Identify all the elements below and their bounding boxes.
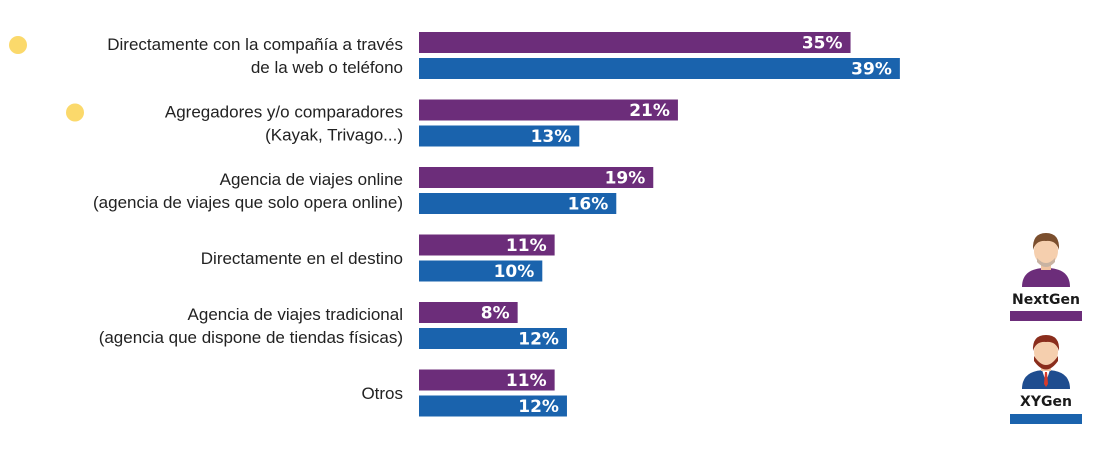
value-label-nextgen-1: 21% (629, 101, 670, 121)
bar-nextgen-2 (419, 167, 654, 188)
legend-label-nextgen: NextGen (1012, 292, 1080, 308)
category-label-0-line-1: de la web o teléfono (251, 58, 403, 77)
bar-xygen-3 (419, 260, 543, 282)
value-label-xygen-1: 13% (531, 127, 572, 147)
highlight-dot-1 (66, 103, 84, 122)
value-label-nextgen-2: 19% (605, 169, 646, 189)
bar-xygen-4 (419, 328, 567, 349)
category-label-0-line-0: Directamente con la compañía a través (107, 35, 403, 54)
xygen-avatar-icon (1022, 335, 1070, 389)
bar-nextgen-0 (419, 32, 851, 53)
category-label-4-line-0: Agencia de viajes tradicional (188, 305, 403, 324)
category-label-2-line-0: Agencia de viajes online (220, 170, 403, 189)
nextgen-avatar-icon (1022, 233, 1070, 287)
value-label-xygen-0: 39% (851, 60, 892, 80)
legend: NextGen XYGen (1010, 233, 1082, 424)
category-label-5-line-0: Otros (361, 384, 403, 403)
value-label-nextgen-3: 11% (506, 236, 547, 256)
value-label-xygen-4: 12% (518, 330, 559, 350)
legend-swatch-nextgen (1010, 311, 1082, 321)
value-label-nextgen-5: 11% (506, 371, 547, 391)
bar-xygen-0 (419, 58, 900, 79)
legend-swatch-xygen (1010, 414, 1082, 424)
value-label-nextgen-0: 35% (802, 34, 843, 54)
bar-xygen-1 (419, 125, 580, 147)
value-label-xygen-2: 16% (568, 195, 609, 215)
bar-xygen-5 (419, 395, 567, 417)
category-label-4-line-1: (agencia que dispone de tiendas físicas) (99, 328, 403, 347)
legend-label-xygen: XYGen (1020, 394, 1072, 410)
category-label-2-line-1: (agencia de viajes que solo opera online… (93, 193, 403, 212)
bar-nextgen-5 (419, 369, 555, 391)
category-label-3-line-0: Directamente en el destino (201, 249, 403, 268)
value-labels: 35% 39% 21% 13% 19% 16% 11% 10% 8% 12% 11% 12% (481, 34, 892, 418)
category-label-1-line-0: Agregadores y/o comparadores (165, 103, 403, 122)
bar-xygen-2 (419, 193, 617, 214)
value-label-xygen-5: 12% (518, 397, 559, 417)
value-label-nextgen-4: 8% (481, 304, 510, 324)
bar-nextgen-1 (419, 99, 678, 121)
highlight-dot-0 (9, 36, 27, 54)
bar-nextgen-4 (419, 302, 518, 323)
value-label-xygen-3: 10% (494, 262, 535, 282)
bar-nextgen-3 (419, 234, 555, 256)
category-label-1-line-1: (Kayak, Trivago...) (265, 126, 403, 145)
bars (419, 32, 900, 417)
category-labels: Directamente con la compañía a través de … (9, 35, 403, 403)
